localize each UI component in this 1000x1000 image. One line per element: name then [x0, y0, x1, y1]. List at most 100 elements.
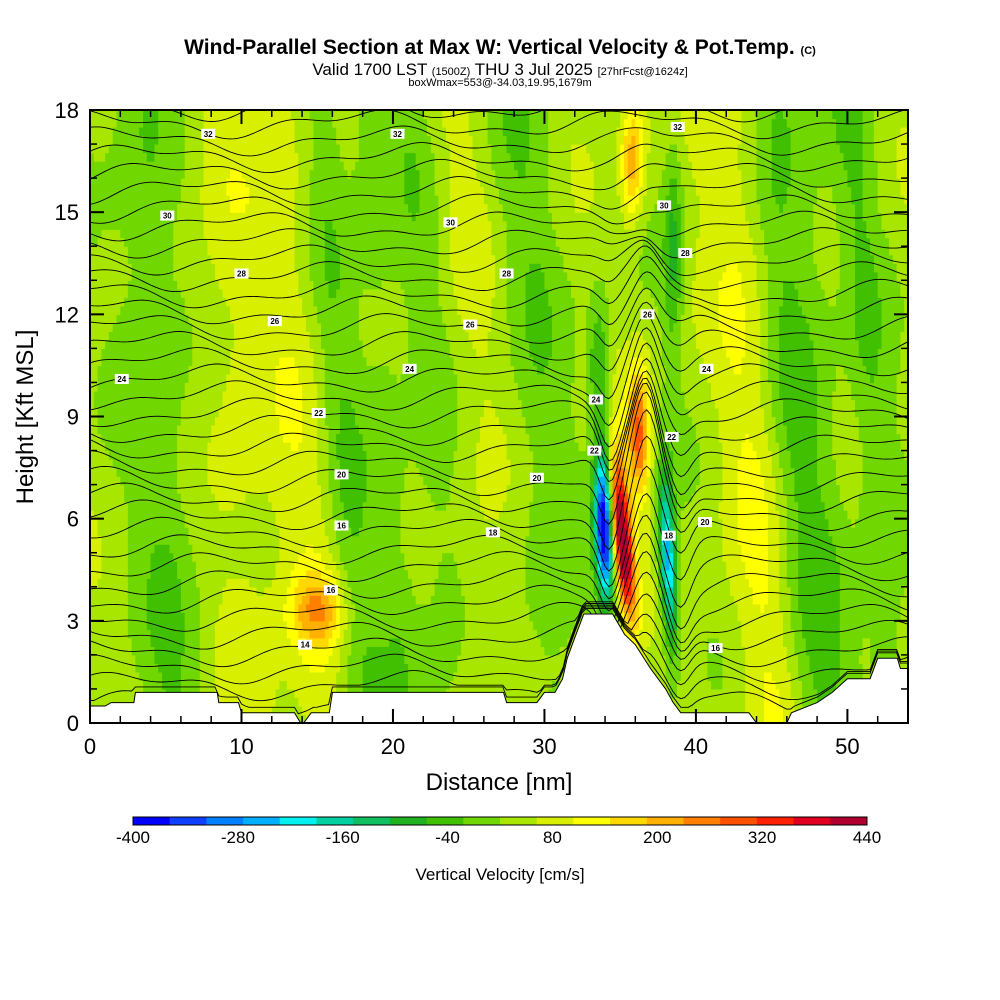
- w-cell: [207, 348, 212, 358]
- w-cell: [93, 135, 99, 145]
- w-cell: [260, 680, 265, 690]
- w-cell: [173, 263, 178, 273]
- w-cell: [324, 416, 330, 426]
- w-cell: [112, 467, 118, 477]
- w-cell: [328, 561, 333, 571]
- w-cell: [226, 561, 231, 571]
- w-cell: [143, 663, 148, 673]
- w-cell: [328, 382, 333, 392]
- w-cell: [302, 237, 307, 247]
- w-cell: [347, 476, 352, 486]
- w-cell: [268, 527, 273, 537]
- w-cell: [336, 654, 341, 664]
- w-cell: [309, 263, 314, 273]
- w-cell: [332, 356, 337, 366]
- w-cell: [226, 510, 231, 520]
- w-cell: [309, 442, 314, 452]
- w-cell: [203, 271, 208, 281]
- w-cell: [162, 237, 167, 247]
- w-cell: [343, 186, 349, 196]
- w-cell: [237, 178, 243, 188]
- w-cell: [162, 680, 167, 690]
- w-cell: [256, 569, 261, 579]
- w-cell: [188, 578, 193, 588]
- w-cell: [165, 561, 171, 571]
- w-cell: [173, 297, 178, 307]
- w-cell: [347, 331, 352, 341]
- w-cell: [313, 305, 318, 315]
- w-cell: [271, 254, 277, 264]
- w-cell: [150, 671, 155, 681]
- w-cell: [154, 425, 159, 435]
- w-cell: [169, 356, 174, 366]
- w-cell: [112, 195, 118, 205]
- w-cell: [317, 663, 322, 673]
- w-cell: [271, 373, 277, 383]
- w-cell: [290, 671, 296, 681]
- w-cell: [271, 237, 277, 247]
- w-cell: [271, 348, 277, 358]
- w-cell: [241, 195, 246, 205]
- w-cell: [252, 501, 258, 511]
- w-cell: [101, 135, 106, 145]
- w-cell: [90, 629, 95, 639]
- w-cell: [302, 714, 307, 723]
- w-cell: [336, 544, 341, 554]
- w-cell: [112, 510, 118, 520]
- w-cell: [237, 544, 243, 554]
- w-cell: [279, 493, 284, 503]
- w-cell: [268, 510, 273, 520]
- w-cell: [177, 331, 182, 341]
- w-cell: [218, 629, 224, 639]
- w-cell: [260, 569, 265, 579]
- w-cell: [321, 195, 326, 205]
- w-cell: [120, 356, 125, 366]
- w-cell: [143, 612, 148, 622]
- w-cell: [93, 637, 99, 647]
- w-cell: [294, 314, 299, 324]
- w-cell: [131, 544, 137, 554]
- w-cell: [290, 595, 296, 605]
- w-cell: [173, 450, 178, 460]
- w-cell: [154, 663, 159, 673]
- w-cell: [264, 476, 269, 486]
- w-cell: [203, 544, 208, 554]
- w-cell: [112, 237, 118, 247]
- w-cell: [199, 161, 205, 171]
- w-cell: [290, 501, 296, 511]
- w-cell: [120, 680, 125, 690]
- w-cell: [131, 450, 137, 460]
- w-cell: [305, 322, 311, 332]
- w-cell: [245, 118, 250, 128]
- w-cell: [196, 263, 201, 273]
- w-cell: [286, 467, 292, 477]
- w-cell: [177, 629, 182, 639]
- w-cell: [298, 203, 303, 213]
- w-cell: [233, 416, 239, 426]
- w-cell: [279, 433, 284, 443]
- w-cell: [336, 373, 341, 383]
- w-cell: [207, 646, 212, 656]
- w-cell: [192, 561, 197, 571]
- w-cell: [211, 135, 216, 145]
- w-cell: [154, 578, 159, 588]
- w-cell: [275, 229, 280, 239]
- w-cell: [196, 408, 201, 418]
- w-cell: [252, 706, 258, 716]
- w-cell: [302, 339, 307, 349]
- w-cell: [336, 450, 341, 460]
- w-cell: [226, 391, 231, 401]
- w-cell: [324, 382, 330, 392]
- w-cell: [313, 118, 318, 128]
- w-cell: [215, 331, 220, 341]
- w-cell: [226, 246, 231, 256]
- w-cell: [324, 314, 330, 324]
- w-cell: [343, 373, 349, 383]
- w-cell: [245, 178, 250, 188]
- w-cell: [192, 416, 197, 426]
- w-cell: [203, 339, 208, 349]
- w-cell: [112, 629, 118, 639]
- w-cell: [165, 254, 171, 264]
- w-cell: [264, 280, 269, 290]
- w-cell: [286, 569, 292, 579]
